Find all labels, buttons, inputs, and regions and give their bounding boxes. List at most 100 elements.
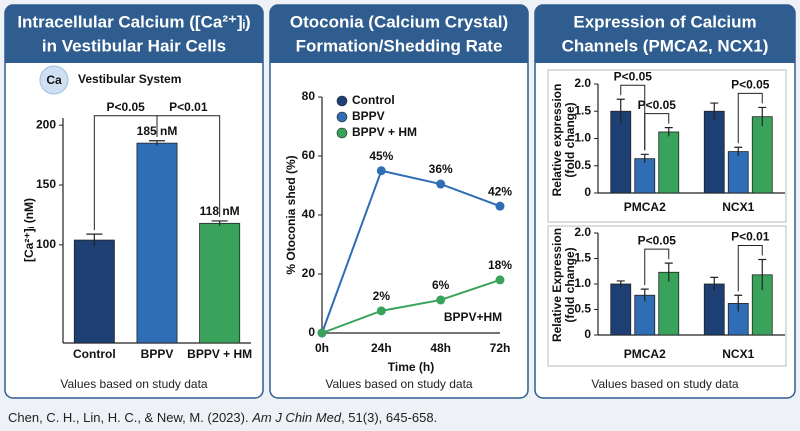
error-bar [211, 220, 228, 226]
data-point [436, 179, 446, 189]
y-axis-label: % Otoconia shed (%) [284, 155, 298, 274]
series-annotation: BPPV+HM [444, 310, 502, 324]
y-tick-label: 80 [302, 89, 316, 103]
significance-bracket [737, 92, 763, 144]
subtitle: Vestibular System [78, 72, 181, 86]
error-bar [664, 127, 673, 137]
panel-header [535, 5, 795, 63]
significance-label: P<0.05 [638, 98, 677, 112]
y-tick-label: 1.5 [574, 103, 591, 117]
panel-header [270, 5, 528, 63]
y-axis-label: (fold change) [563, 102, 577, 177]
y-axis-label: Relative expression [550, 84, 564, 197]
significance-bracket [644, 113, 670, 151]
panel-title: Otoconia (Calcium Crystal) [290, 12, 508, 31]
y-axis-label: (fold change) [563, 247, 577, 322]
error-bar [710, 102, 719, 120]
data-point [495, 275, 505, 285]
x-tick-label: 48h [430, 341, 451, 355]
icon-label: Ca [46, 73, 62, 87]
footnote: Values based on study data [325, 377, 473, 391]
bar [703, 283, 725, 336]
panels [4, 4, 796, 399]
y-tick-label: 0 [584, 185, 591, 199]
significance-label: P<0.05 [614, 69, 653, 83]
error-bar [664, 262, 673, 282]
x-tick-label: PMCA2 [624, 200, 666, 214]
significance-bracket [156, 115, 221, 217]
y-tick-label: 1.0 [574, 131, 591, 145]
x-tick-label: 0h [315, 341, 329, 355]
legend-marker [336, 111, 348, 123]
point-annotation: 42% [488, 184, 512, 198]
series-line [321, 278, 501, 334]
error-bar [640, 153, 649, 164]
y-tick-label: 1.0 [574, 276, 591, 290]
error-bar [148, 140, 166, 146]
legend-marker [336, 127, 348, 139]
error-bar [616, 280, 625, 288]
bar [136, 142, 178, 344]
footnote: Values based on study data [591, 377, 739, 391]
legend-label: BPPV + HM [352, 125, 417, 139]
significance-label: P<0.01 [731, 230, 770, 244]
citation-text: Chen, C. H., Lin, H. C., & New, M. (2023… [8, 410, 253, 425]
subpanel [547, 225, 787, 367]
x-axis-label: Time (h) [388, 360, 434, 374]
bar [658, 131, 680, 194]
x-tick-label: BPPV [141, 347, 174, 361]
x-tick-label: NCX1 [722, 347, 754, 361]
data-point [376, 306, 386, 316]
icon [39, 65, 69, 95]
citation-text: , 51(3), 645-658. [341, 410, 438, 425]
significance-label: P<0.05 [106, 100, 145, 114]
subpanel [547, 69, 787, 223]
point-annotation: 18% [488, 258, 512, 272]
bar [610, 283, 632, 336]
error-bar [758, 106, 767, 126]
error-bar [710, 276, 719, 291]
panel-title: Formation/Shedding Rate [296, 36, 503, 55]
error-bar [86, 233, 103, 247]
bar [199, 222, 241, 344]
point-annotation: 2% [373, 289, 391, 303]
legend-label: Control [352, 93, 395, 107]
panel-title: Intracellular Calcium ([Ca²⁺]ᵢ) [17, 12, 250, 31]
x-tick-label: BPPV + HM [187, 347, 252, 361]
bar [658, 271, 680, 336]
bar [751, 116, 773, 194]
point-annotation: 36% [429, 162, 453, 176]
y-tick-label: 1.5 [574, 251, 591, 265]
error-bar [734, 146, 743, 156]
y-tick-label: 100 [36, 237, 56, 251]
legend-marker [336, 95, 348, 107]
data-point [436, 295, 446, 305]
x-tick-label: 72h [490, 341, 511, 355]
bar [634, 158, 656, 194]
x-tick-label: 24h [371, 341, 392, 355]
y-axis-label: [Ca²⁺]ᵢ (nM) [22, 198, 36, 262]
panel-title: in Vestibular Hair Cells [42, 36, 226, 55]
significance-label: P<0.05 [638, 233, 677, 247]
error-bar [640, 288, 649, 302]
data-point [495, 201, 505, 211]
bar [703, 110, 725, 194]
y-axis-label: Relative Expression [550, 228, 564, 342]
data-point [376, 166, 386, 176]
data-point [317, 328, 327, 338]
point-annotation: 6% [432, 278, 450, 292]
citation: Chen, C. H., Lin, H. C., & New, M. (2023… [8, 410, 437, 425]
point-annotation: 45% [369, 149, 393, 163]
error-bar [758, 258, 767, 291]
y-tick-label: 0.5 [574, 158, 591, 172]
error-bar [616, 98, 625, 124]
error-bar [734, 294, 743, 312]
series-line [321, 169, 501, 334]
y-tick-label: 40 [302, 207, 316, 221]
significance-label: P<0.05 [731, 78, 770, 92]
x-tick-label: NCX1 [722, 200, 754, 214]
footnote: Values based on study data [60, 377, 208, 391]
x-tick-label: PMCA2 [624, 347, 666, 361]
